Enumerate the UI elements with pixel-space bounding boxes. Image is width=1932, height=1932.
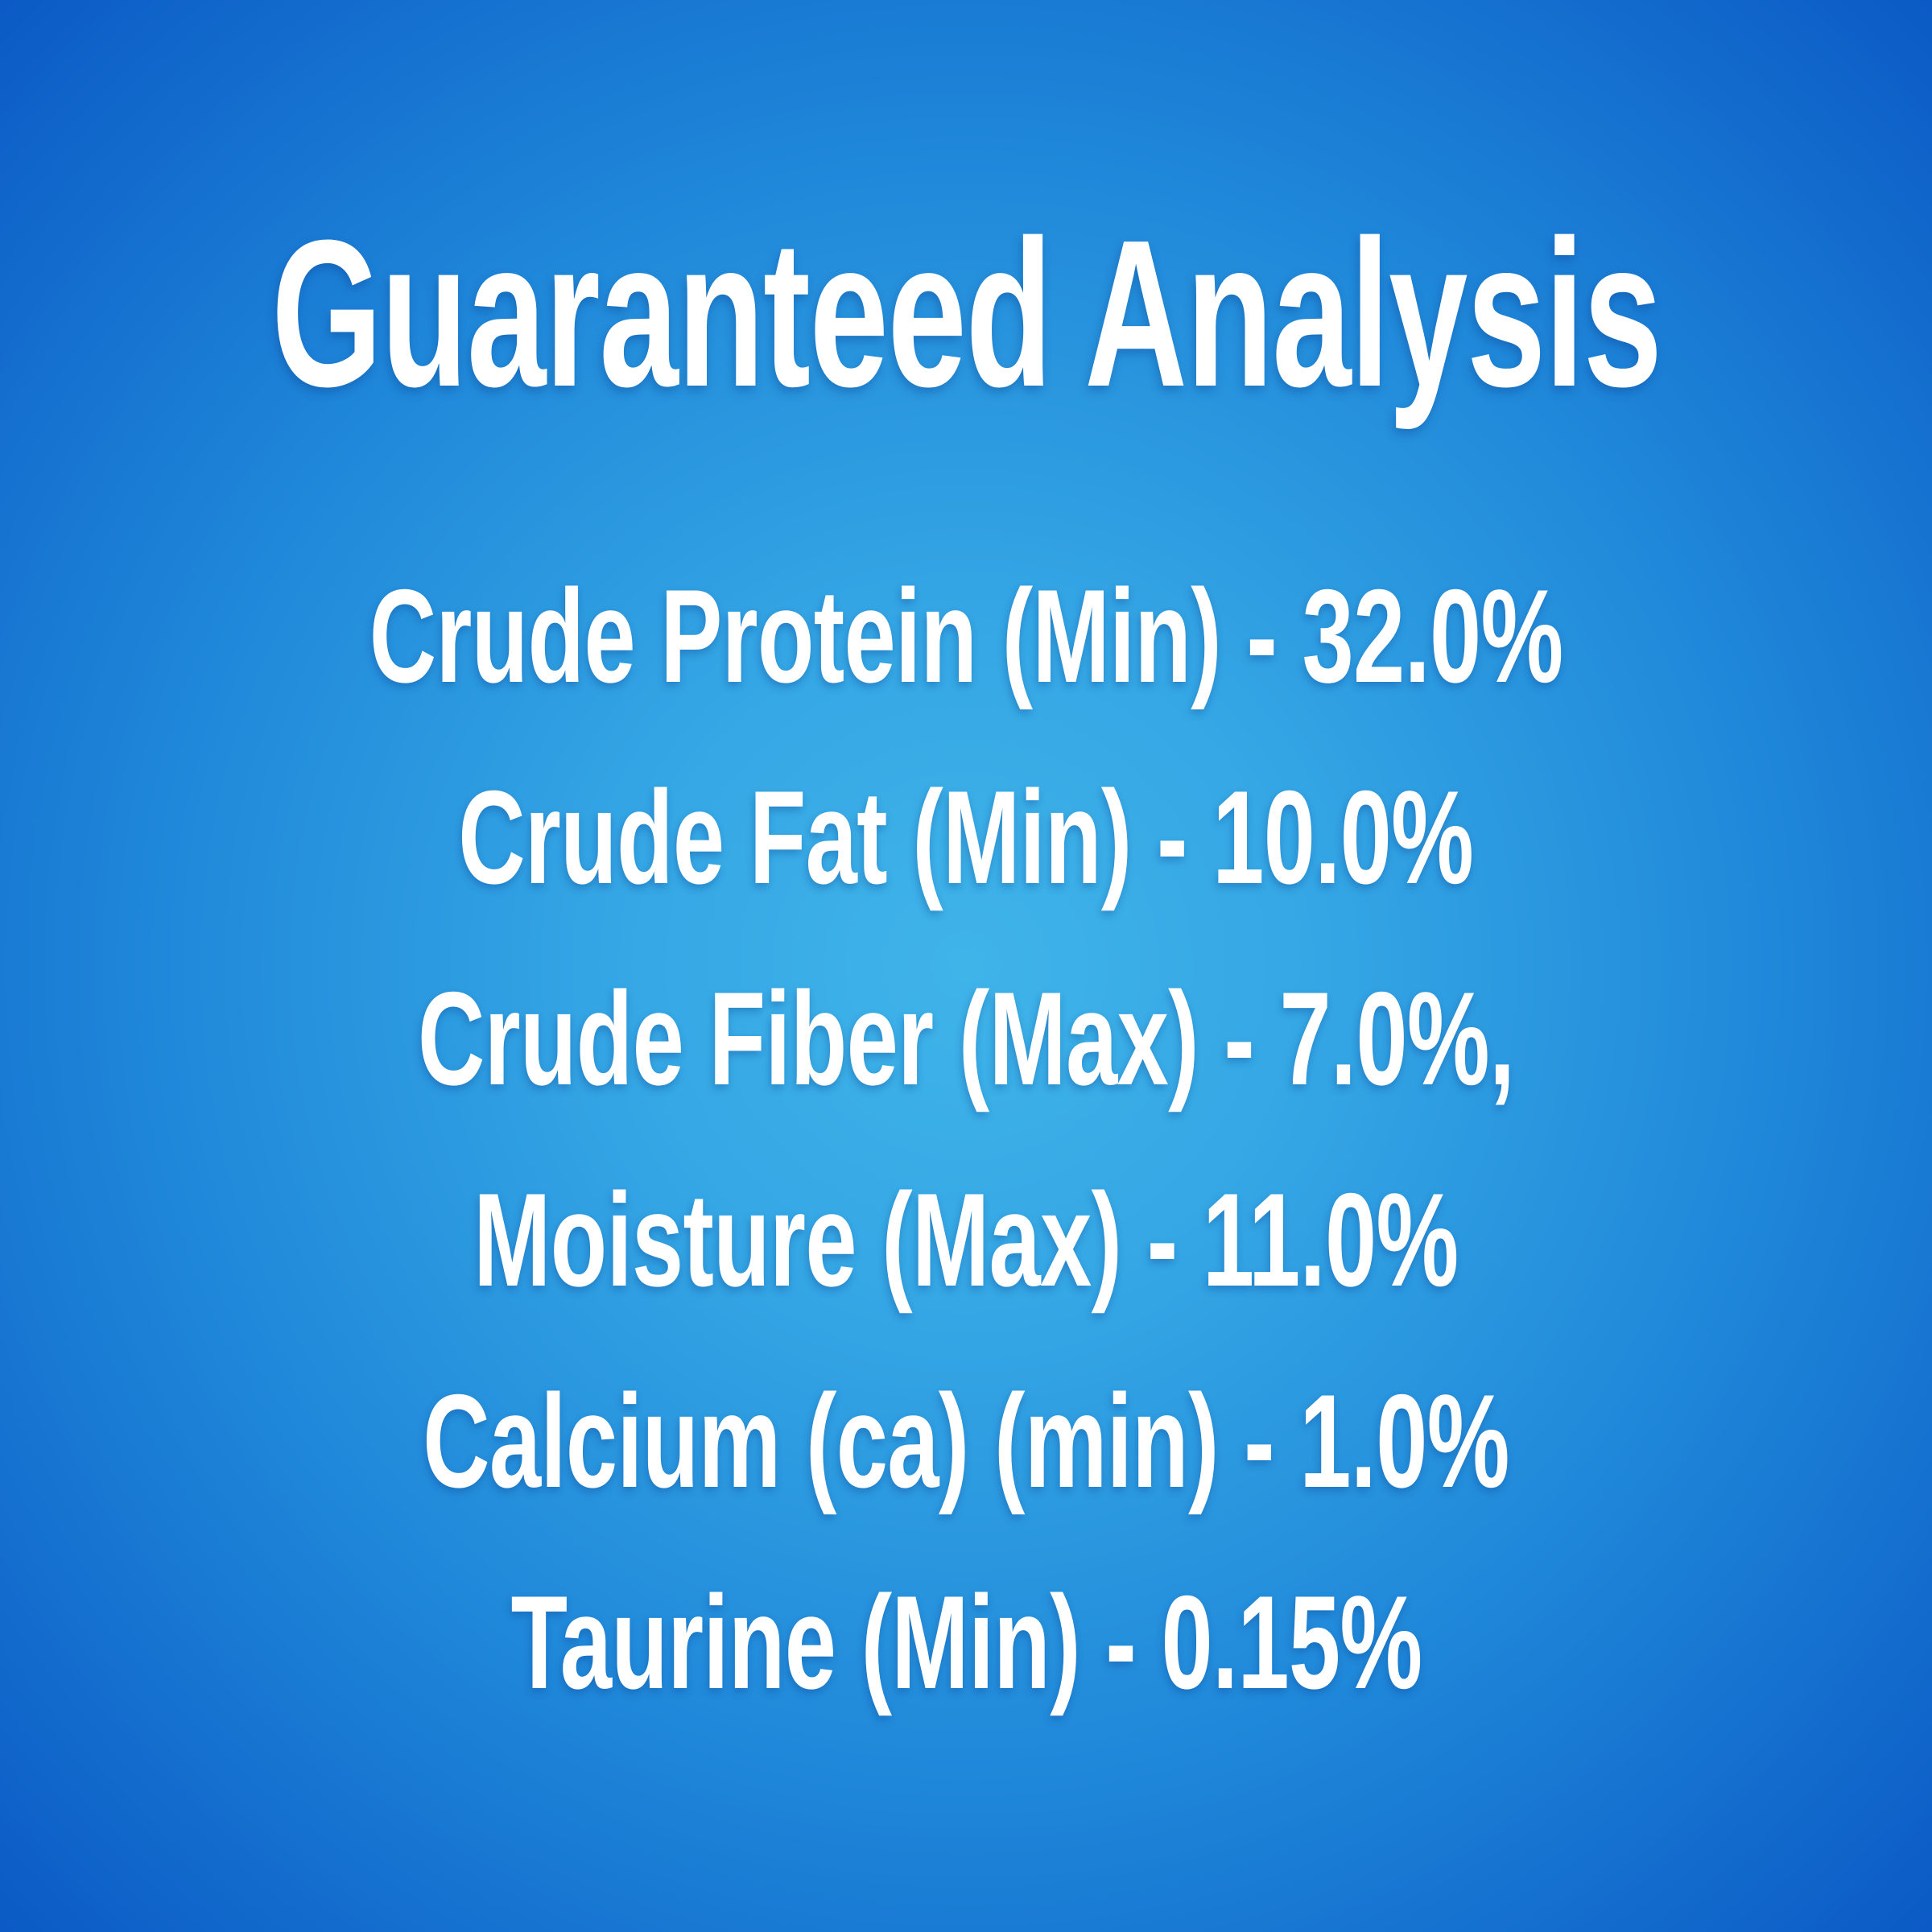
- analysis-row-crude-fiber: Crude Fiber (Max) - 7.0%,: [0, 938, 1932, 1139]
- analysis-row-moisture: Moisture (Max) - 11.0%: [0, 1139, 1932, 1340]
- analysis-row-crude-fat: Crude Fat (Min) - 10.0%: [0, 737, 1932, 938]
- page-title: Guaranteed Analysis: [0, 193, 1932, 435]
- analysis-row-calcium: Calcium (ca) (min) - 1.0%: [0, 1340, 1932, 1542]
- analysis-row-text: Crude Protein (Min) - 32.0%: [369, 561, 1563, 710]
- analysis-row-crude-protein: Crude Protein (Min) - 32.0%: [0, 535, 1932, 737]
- page-title-text: Guaranteed Analysis: [270, 196, 1662, 431]
- analysis-row-text: Crude Fiber (Max) - 7.0%,: [417, 964, 1515, 1113]
- analysis-row-text: Calcium (ca) (min) - 1.0%: [423, 1366, 1509, 1515]
- analysis-row-taurine: Taurine (Min) - 0.15%: [0, 1542, 1932, 1743]
- analysis-row-text: Moisture (Max) - 11.0%: [473, 1165, 1459, 1314]
- analysis-list: Crude Protein (Min) - 32.0% Crude Fat (M…: [0, 535, 1932, 1743]
- analysis-row-text: Taurine (Min) - 0.15%: [510, 1567, 1422, 1716]
- analysis-row-text: Crude Fat (Min) - 10.0%: [458, 762, 1475, 911]
